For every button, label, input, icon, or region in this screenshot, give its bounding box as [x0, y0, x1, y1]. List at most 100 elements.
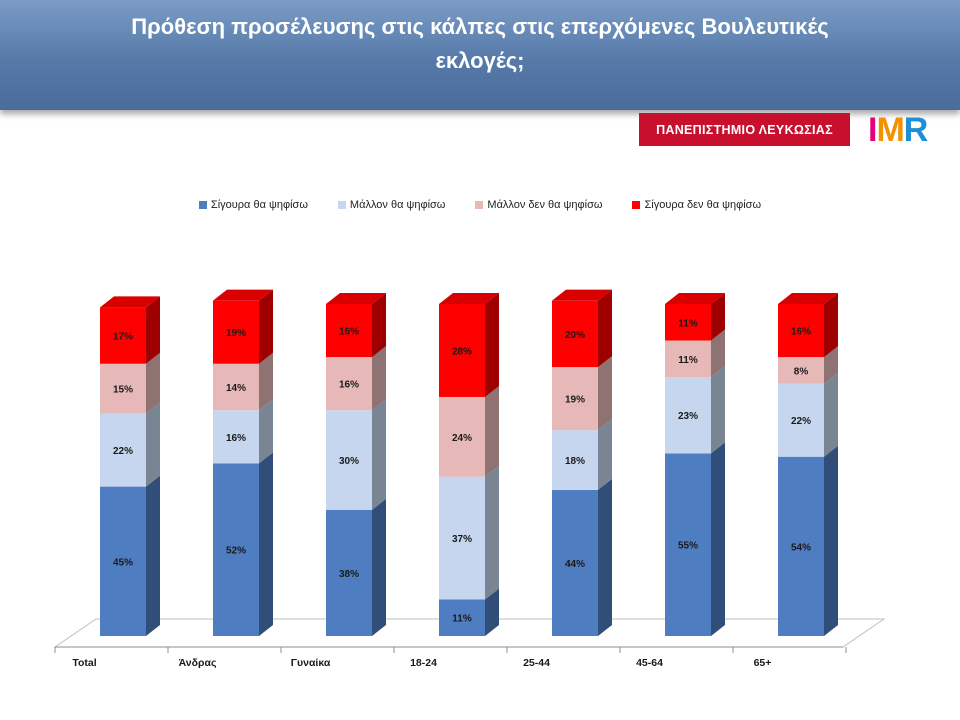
- legend-swatch: [475, 201, 484, 209]
- bar-segment: [665, 377, 711, 454]
- bar-segment-side: [372, 293, 386, 358]
- legend-item: Μάλλον θα ψηφίσω: [337, 196, 445, 214]
- bar-segment-side: [598, 478, 612, 636]
- bar-segment: [439, 476, 485, 600]
- bar-value-label: 19%: [226, 328, 246, 339]
- bar-segment-side: [711, 329, 725, 378]
- bar-value-label: 17%: [113, 332, 133, 343]
- bar-segment-side: [824, 445, 838, 636]
- legend-item: Μάλλον δεν θα ψηφίσω: [475, 196, 602, 214]
- bar-segment-side: [372, 399, 386, 510]
- bar-segment-side: [824, 293, 838, 358]
- bar-segment-side: [711, 442, 725, 636]
- bar-segment: [100, 486, 146, 636]
- legend-swatch: [632, 201, 641, 209]
- bar-segment: [778, 456, 824, 636]
- legend-label: Σίγουρα δεν θα ψηφίσω: [644, 199, 762, 211]
- bar-value-label: 11%: [678, 355, 698, 366]
- bar-segment: [552, 300, 598, 368]
- bar-value-label: 20%: [565, 330, 585, 341]
- bar-top-face: [552, 289, 612, 301]
- bar-segment: [439, 396, 485, 477]
- title-line-2: εκλογές;: [435, 48, 525, 73]
- x-tick-label: Άνδρας: [179, 657, 217, 669]
- bar-segment-side: [824, 372, 838, 457]
- svg-text:IMR: IMR: [868, 111, 928, 148]
- bar-segment-side: [372, 498, 386, 636]
- bar-value-label: 22%: [791, 416, 811, 427]
- bar-value-label: 18%: [565, 456, 585, 467]
- bar-segment-side: [598, 356, 612, 431]
- bar-value-label: 15%: [113, 385, 133, 396]
- chart-legend: Σίγουρα θα ψηφίσω Μάλλον θα ψηφίσω Μάλλον …: [0, 196, 960, 214]
- bar-value-label: 54%: [791, 542, 811, 553]
- bar-value-label: 52%: [226, 546, 246, 557]
- bar-value-label: 11%: [678, 318, 698, 329]
- bar-segment: [665, 340, 711, 378]
- bar-segment-side: [711, 366, 725, 454]
- bar-value-label: 19%: [565, 395, 585, 406]
- bar-value-label: 16%: [226, 433, 246, 444]
- bar-value-label: 30%: [339, 456, 359, 467]
- university-logo: ΠΑΝΕΠΙΣΤΗΜΙΟ ΛΕΥΚΩΣΙΑΣ: [639, 113, 850, 146]
- bar-value-label: 38%: [339, 569, 359, 580]
- legend-item: Σίγουρα δεν θα ψηφίσω: [632, 196, 761, 214]
- bar-segment-side: [259, 452, 273, 636]
- bar-segment: [326, 304, 372, 358]
- bar-top-face: [665, 293, 725, 304]
- bar-segment-side: [259, 399, 273, 464]
- bar-segment-side: [711, 293, 725, 341]
- bar-segment: [326, 410, 372, 510]
- imr-logo: IMR: [868, 111, 929, 148]
- bar-value-label: 16%: [791, 327, 811, 338]
- x-tick-label: 18-24: [410, 657, 437, 669]
- bar-segment: [213, 410, 259, 464]
- bar-segment-side: [372, 346, 386, 411]
- page-title: Πρόθεση προσέλευσης στις κάλπες στις επε…: [40, 10, 920, 78]
- bar-value-label: 45%: [113, 557, 133, 568]
- bar-segment: [439, 304, 485, 397]
- bar-segment-side: [146, 475, 160, 636]
- bar-segment: [100, 363, 146, 414]
- legend-swatch: [337, 201, 346, 209]
- legend-label: Σίγουρα θα ψηφίσω: [210, 199, 308, 211]
- bar-segment-side: [598, 289, 612, 368]
- bar-segment: [552, 367, 598, 431]
- bar-segment-side: [485, 465, 499, 600]
- bar-segment: [778, 383, 824, 457]
- header-banner: Πρόθεση προσέλευσης στις κάλπες στις επε…: [0, 0, 960, 110]
- bar-value-label: 16%: [339, 327, 359, 338]
- bar-segment-side: [146, 352, 160, 414]
- bar-top-face: [326, 293, 386, 304]
- legend-label: Μάλλον δεν θα ψηφίσω: [487, 199, 603, 211]
- x-tick-label: 65+: [754, 657, 772, 669]
- bar-segment: [778, 304, 824, 358]
- legend-item: Σίγουρα θα ψηφίσω: [198, 196, 308, 214]
- bar-top-face: [100, 296, 160, 308]
- bar-segment: [552, 430, 598, 490]
- bar-segment: [213, 463, 259, 636]
- x-tick-label: 45-64: [636, 657, 663, 669]
- legend-swatch: [198, 201, 207, 209]
- bar-segment-side: [259, 352, 273, 411]
- bar-segment-side: [824, 346, 838, 384]
- bar-value-label: 28%: [452, 346, 472, 357]
- bar-value-label: 55%: [678, 541, 698, 552]
- bar-segment: [665, 304, 711, 341]
- bar-value-label: 16%: [339, 380, 359, 391]
- bar-segment: [326, 357, 372, 411]
- bar-segment: [100, 413, 146, 487]
- bar-top-face: [213, 289, 273, 301]
- bar-value-label: 14%: [226, 383, 246, 394]
- bar-segment-side: [259, 289, 273, 364]
- bar-segment-side: [485, 588, 499, 636]
- bar-segment: [778, 357, 824, 384]
- bar-segment-side: [485, 385, 499, 477]
- x-tick-label: 25-44: [523, 657, 550, 669]
- title-line-1: Πρόθεση προσέλευσης στις κάλπες στις επε…: [131, 14, 829, 39]
- x-tick-label: Γυναίκα: [291, 657, 331, 669]
- bar-segment: [552, 489, 598, 636]
- bar-value-label: 44%: [565, 559, 585, 570]
- bar-segment: [665, 453, 711, 636]
